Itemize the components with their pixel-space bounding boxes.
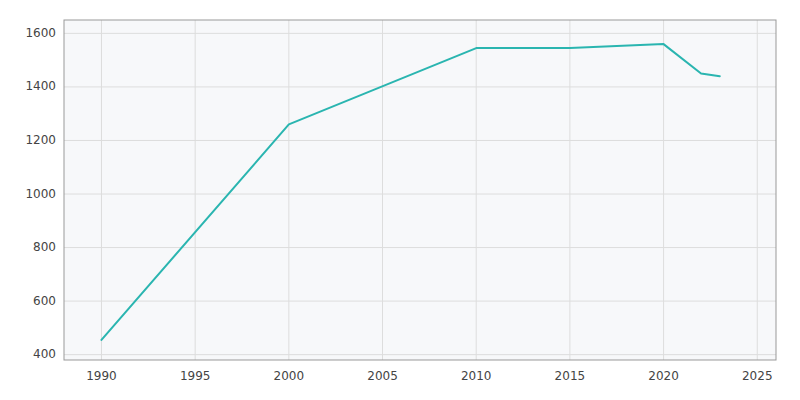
x-grid-line: [101, 20, 102, 360]
y-grid-line: [64, 301, 776, 302]
y-tick-label: 800: [33, 240, 56, 254]
x-grid-line: [195, 20, 196, 360]
y-tick-label: 600: [33, 294, 56, 308]
plot-frame: [64, 20, 776, 360]
y-tick-label: 400: [33, 347, 56, 361]
x-grid-line: [569, 20, 570, 360]
x-tick-label: 2025: [742, 369, 773, 383]
x-tick-label: 1995: [180, 369, 211, 383]
x-tick-label: 2020: [648, 369, 679, 383]
data-line: [101, 44, 719, 340]
y-grid-line: [64, 140, 776, 141]
grid: [64, 20, 776, 360]
x-tick-label: 1990: [86, 369, 117, 383]
x-tick-label: 2005: [367, 369, 398, 383]
y-tick-label: 1200: [25, 133, 56, 147]
x-grid-line: [663, 20, 664, 360]
y-grid-line: [64, 86, 776, 87]
y-grid-line: [64, 33, 776, 34]
chart-svg: 400 600 800 1000 1200 1400 1600 1990 1995 2000 200…: [0, 0, 800, 400]
y-tick-label: 1400: [25, 79, 56, 93]
y-grid-line: [64, 194, 776, 195]
x-grid-line: [757, 20, 758, 360]
y-grid-line: [64, 354, 776, 355]
x-tick-label: 2015: [555, 369, 586, 383]
y-tick-label: 1600: [25, 26, 56, 40]
x-tick-label: 2000: [274, 369, 305, 383]
x-tick-label: 2010: [461, 369, 492, 383]
tick-labels: 400 600 800 1000 1200 1400 1600 1990 1995 2000 200…: [25, 26, 772, 383]
y-grid-line: [64, 247, 776, 248]
data-layer: [101, 44, 719, 340]
x-grid-line: [288, 20, 289, 360]
chart-container: 400 600 800 1000 1200 1400 1600 1990 1995 2000 200…: [0, 0, 800, 400]
x-grid-line: [476, 20, 477, 360]
x-grid-line: [382, 20, 383, 360]
y-tick-label: 1000: [25, 187, 56, 201]
plot-area: [64, 20, 776, 360]
